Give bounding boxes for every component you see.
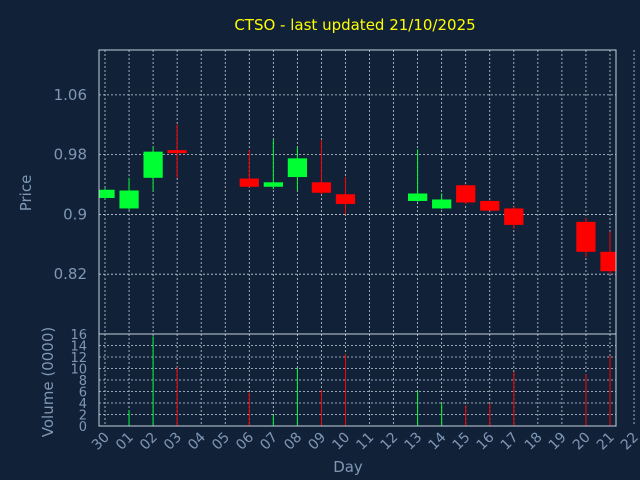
x-tick-label: 14 <box>426 429 450 453</box>
candle-body <box>311 182 332 193</box>
x-tick-label: 10 <box>329 430 353 454</box>
y-axis-label: Price <box>17 175 35 212</box>
volume-tick-label: 2 <box>79 409 87 424</box>
candle-body <box>143 151 163 178</box>
volume-tick-label: 8 <box>79 374 87 389</box>
volume-tick-label: 0 <box>79 420 87 435</box>
candle-body <box>239 178 259 187</box>
candle-body <box>99 189 115 198</box>
x-tick-label: 01 <box>113 430 137 454</box>
volume-tick-label: 4 <box>79 397 87 412</box>
x-tick-label: 12 <box>377 430 401 454</box>
x-tick-label: 19 <box>546 430 570 454</box>
x-tick-label: 15 <box>450 430 474 454</box>
x-tick-label: 07 <box>257 430 281 454</box>
price-tick-label: 0.98 <box>54 146 87 164</box>
price-tick-labels: 0.82 0.9 0.98 1.06 <box>54 86 87 283</box>
candle-body <box>480 200 500 211</box>
candle-body <box>600 251 616 272</box>
volume-tick-label: 12 <box>70 351 87 366</box>
candles <box>99 124 616 275</box>
x-tick-label: 03 <box>161 430 185 454</box>
candle-body <box>407 193 428 201</box>
x-tick-label: 06 <box>233 429 257 453</box>
volume-plot-frame <box>98 333 617 427</box>
candle-body <box>504 208 524 225</box>
candle-body <box>167 150 187 154</box>
price-tick-label: 0.9 <box>63 205 87 223</box>
volume-tick-label: 10 <box>70 363 87 378</box>
candle-body <box>263 182 283 187</box>
x-tick-label: 09 <box>305 430 329 454</box>
x-tick-label: 20 <box>570 430 594 454</box>
x-tick-label: 18 <box>522 430 546 454</box>
candle-body <box>432 199 452 209</box>
x-tick-label: 21 <box>594 430 618 454</box>
x-tick-label: 11 <box>353 430 377 454</box>
price-grid <box>99 50 635 334</box>
x-tick-label: 30 <box>89 430 113 454</box>
volume-bars <box>128 336 611 426</box>
price-tick-label: 0.82 <box>54 265 87 283</box>
price-tick-label: 1.06 <box>54 86 87 104</box>
chart-title: CTSO - last updated 21/10/2025 <box>234 16 475 34</box>
x-tick-label: 22 <box>618 430 640 454</box>
x-tick-label: 13 <box>402 430 426 454</box>
candle-body <box>576 221 596 252</box>
x-tick-label: 08 <box>281 430 305 454</box>
candle-body <box>119 190 139 209</box>
candle-body <box>456 185 476 203</box>
volume-tick-label: 16 <box>70 328 87 343</box>
x-tick-label: 02 <box>137 430 161 454</box>
x-axis-label: Day <box>333 458 363 476</box>
candle-body <box>335 194 356 204</box>
x-tick-labels: 30 01 02 03 04 05 06 07 08 09 10 11 12 13 14 15 16 17 18 19… <box>89 429 640 453</box>
x-tick-label: 16 <box>474 429 498 453</box>
volume-tick-label: 6 <box>79 386 87 401</box>
volume-grid <box>99 333 635 427</box>
price-plot-frame <box>98 49 617 335</box>
candle-body <box>287 158 308 178</box>
volume-axis-label: Volume (0000) <box>39 327 57 437</box>
x-tick-label: 05 <box>209 430 233 454</box>
x-tick-label: 17 <box>498 430 522 454</box>
x-tick-label: 04 <box>185 429 209 453</box>
volume-tick-label: 14 <box>70 340 87 355</box>
